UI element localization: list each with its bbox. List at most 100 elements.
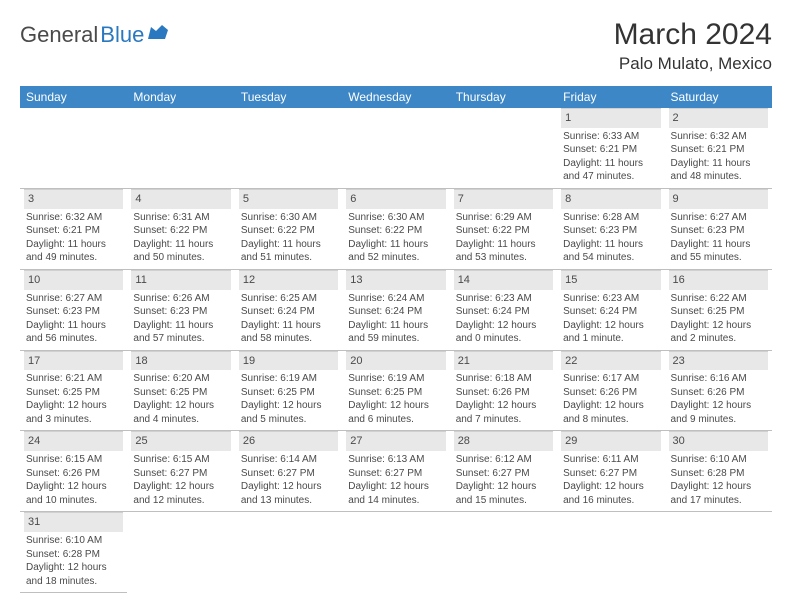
logo-text-blue: Blue — [100, 22, 144, 48]
day-day1: Daylight: 11 hours — [239, 319, 338, 333]
day-sunrise: Sunrise: 6:32 AM — [24, 211, 123, 225]
day-day1: Daylight: 12 hours — [561, 319, 660, 333]
day-number: 5 — [239, 189, 338, 209]
day-number: 16 — [669, 270, 768, 290]
day-sunset: Sunset: 6:21 PM — [24, 224, 123, 238]
day-day1: Daylight: 12 hours — [239, 399, 338, 413]
day-day1: Daylight: 12 hours — [454, 319, 553, 333]
day-sunset: Sunset: 6:26 PM — [561, 386, 660, 400]
day-day2: and 2 minutes. — [669, 332, 768, 346]
day-day2: and 53 minutes. — [454, 251, 553, 265]
day-sunrise: Sunrise: 6:11 AM — [561, 453, 660, 467]
day-cell: 31Sunrise: 6:10 AMSunset: 6:28 PMDayligh… — [20, 512, 127, 593]
day-sunrise: Sunrise: 6:30 AM — [346, 211, 445, 225]
day-day2: and 8 minutes. — [561, 413, 660, 427]
week-row: 31Sunrise: 6:10 AMSunset: 6:28 PMDayligh… — [20, 512, 772, 593]
day-day1: Daylight: 12 hours — [131, 480, 230, 494]
day-number: 22 — [561, 351, 660, 371]
day-cell: 21Sunrise: 6:18 AMSunset: 6:26 PMDayligh… — [450, 350, 557, 431]
day-cell — [235, 108, 342, 188]
day-day1: Daylight: 12 hours — [24, 480, 123, 494]
day-sunset: Sunset: 6:25 PM — [669, 305, 768, 319]
day-day2: and 12 minutes. — [131, 494, 230, 508]
day-number: 30 — [669, 431, 768, 451]
day-number: 26 — [239, 431, 338, 451]
day-day2: and 10 minutes. — [24, 494, 123, 508]
day-number: 7 — [454, 189, 553, 209]
day-number: 11 — [131, 270, 230, 290]
day-cell — [235, 512, 342, 593]
weekday-header: Monday — [127, 86, 234, 108]
day-cell — [20, 108, 127, 188]
day-day1: Daylight: 12 hours — [561, 399, 660, 413]
day-day1: Daylight: 12 hours — [346, 480, 445, 494]
weekday-header: Thursday — [450, 86, 557, 108]
day-cell: 6Sunrise: 6:30 AMSunset: 6:22 PMDaylight… — [342, 188, 449, 269]
month-title: March 2024 — [614, 18, 772, 52]
day-cell: 26Sunrise: 6:14 AMSunset: 6:27 PMDayligh… — [235, 431, 342, 512]
day-day2: and 48 minutes. — [669, 170, 768, 184]
day-sunrise: Sunrise: 6:20 AM — [131, 372, 230, 386]
day-day1: Daylight: 11 hours — [561, 238, 660, 252]
day-day1: Daylight: 12 hours — [669, 399, 768, 413]
day-day2: and 58 minutes. — [239, 332, 338, 346]
day-sunset: Sunset: 6:26 PM — [669, 386, 768, 400]
week-row: 1Sunrise: 6:33 AMSunset: 6:21 PMDaylight… — [20, 108, 772, 188]
day-cell: 27Sunrise: 6:13 AMSunset: 6:27 PMDayligh… — [342, 431, 449, 512]
day-sunrise: Sunrise: 6:28 AM — [561, 211, 660, 225]
day-day2: and 51 minutes. — [239, 251, 338, 265]
day-number: 15 — [561, 270, 660, 290]
day-number: 21 — [454, 351, 553, 371]
day-cell: 2Sunrise: 6:32 AMSunset: 6:21 PMDaylight… — [665, 108, 772, 188]
day-number: 10 — [24, 270, 123, 290]
day-day1: Daylight: 12 hours — [454, 480, 553, 494]
day-number: 14 — [454, 270, 553, 290]
day-sunset: Sunset: 6:24 PM — [239, 305, 338, 319]
weekday-header: Friday — [557, 86, 664, 108]
day-sunset: Sunset: 6:23 PM — [131, 305, 230, 319]
day-cell: 1Sunrise: 6:33 AMSunset: 6:21 PMDaylight… — [557, 108, 664, 188]
day-cell: 19Sunrise: 6:19 AMSunset: 6:25 PMDayligh… — [235, 350, 342, 431]
day-day1: Daylight: 11 hours — [669, 157, 768, 171]
day-sunrise: Sunrise: 6:31 AM — [131, 211, 230, 225]
calendar-page: General Blue March 2024 Palo Mulato, Mex… — [0, 0, 792, 611]
day-sunrise: Sunrise: 6:17 AM — [561, 372, 660, 386]
day-day2: and 52 minutes. — [346, 251, 445, 265]
day-number: 2 — [669, 108, 768, 128]
day-cell: 9Sunrise: 6:27 AMSunset: 6:23 PMDaylight… — [665, 188, 772, 269]
day-sunrise: Sunrise: 6:18 AM — [454, 372, 553, 386]
day-sunrise: Sunrise: 6:15 AM — [131, 453, 230, 467]
day-cell: 5Sunrise: 6:30 AMSunset: 6:22 PMDaylight… — [235, 188, 342, 269]
day-number: 17 — [24, 351, 123, 371]
day-day1: Daylight: 12 hours — [454, 399, 553, 413]
day-day2: and 54 minutes. — [561, 251, 660, 265]
week-row: 3 Sunrise: 6:32 AMSunset: 6:21 PM Daylight… — [20, 188, 772, 269]
day-sunset: Sunset: 6:22 PM — [131, 224, 230, 238]
day-cell — [127, 512, 234, 593]
day-number: 25 — [131, 431, 230, 451]
day-sunrise: Sunrise: 6:21 AM — [24, 372, 123, 386]
day-number: 12 — [239, 270, 338, 290]
day-sunset: Sunset: 6:23 PM — [669, 224, 768, 238]
day-sunrise: Sunrise: 6:24 AM — [346, 292, 445, 306]
day-cell: 25 Sunrise: 6:15 AMSunset: 6:27 PMDayligh… — [127, 431, 234, 512]
day-cell: 11Sunrise: 6:26 AMSunset: 6:23 PMDayligh… — [127, 269, 234, 350]
day-cell — [342, 108, 449, 188]
day-number: 27 — [346, 431, 445, 451]
day-day2: and 0 minutes. — [454, 332, 553, 346]
day-number: 20 — [346, 351, 445, 371]
day-cell: 14Sunrise: 6:23 AMSunset: 6:24 PMDayligh… — [450, 269, 557, 350]
day-day1: Daylight: 11 hours — [239, 238, 338, 252]
day-sunrise: Sunrise: 6:10 AM — [669, 453, 768, 467]
day-day2: and 1 minute. — [561, 332, 660, 346]
day-cell: 7Sunrise: 6:29 AMSunset: 6:22 PMDaylight… — [450, 188, 557, 269]
day-day2: and 47 minutes. — [561, 170, 660, 184]
day-cell: 24Sunrise: 6:15 AMSunset: 6:26 PMDayligh… — [20, 431, 127, 512]
day-sunrise: Sunrise: 6:29 AM — [454, 211, 553, 225]
day-sunrise: Sunrise: 6:22 AM — [669, 292, 768, 306]
day-day1: Daylight: 12 hours — [669, 480, 768, 494]
day-number: 3 — [24, 189, 123, 209]
day-sunset: Sunset: 6:27 PM — [131, 467, 230, 481]
day-day1: Daylight: 12 hours — [239, 480, 338, 494]
logo: General Blue — [20, 18, 170, 48]
